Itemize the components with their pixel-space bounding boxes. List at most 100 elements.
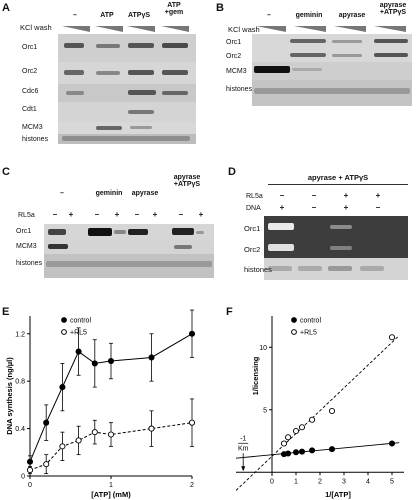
kcl-gradient-wedge: [256, 26, 286, 32]
e-legend-label: +RL5: [70, 330, 87, 337]
panel-d-row-orc2: Orc2: [244, 245, 261, 254]
f-data-point: [285, 450, 292, 457]
f-x-axis-label: 1/[ATP]: [325, 490, 351, 499]
panel-d-header-rule: [268, 184, 408, 185]
f-legend-label: +RL5: [300, 330, 317, 337]
panel-d-rl5a-sign: +: [375, 191, 381, 200]
panel-a-cond-1: –: [73, 12, 77, 19]
kcl-gradient-wedge: [127, 26, 155, 32]
f-legend-label: control: [300, 318, 321, 325]
panel-a-cond-3: ATPγS: [127, 12, 151, 19]
panel-c-rl5a-sign: +: [68, 210, 74, 219]
e-data-point: [26, 467, 34, 474]
panel-d-dna-label: DNA: [246, 205, 261, 212]
e-data-point: [91, 360, 98, 367]
kcl-gradient-wedge: [161, 26, 189, 32]
e-data-point: [148, 425, 155, 432]
panel-c-rl5a-sign: –: [52, 210, 58, 219]
e-data-point: [91, 429, 98, 436]
panel-c-rl5a-sign: –: [134, 210, 140, 219]
panel-c-row-mcm3: MCM3: [16, 243, 37, 250]
f-annotation-numerator: -1: [240, 435, 246, 442]
panel-c-blot: [44, 224, 214, 278]
e-data-point: [75, 437, 82, 444]
e-series-line: [29, 333, 193, 462]
e-x-tick-label: 2: [190, 482, 194, 489]
panel-d-blot: [264, 216, 408, 280]
panel-b-cond-2: geminin: [295, 12, 323, 19]
e-legend-marker: [61, 317, 67, 323]
f-y-axis-label: 1/licensing: [251, 356, 260, 395]
panel-a-cond-2: ATP: [100, 12, 114, 19]
e-y-tick-label: 0.4: [15, 426, 25, 433]
f-data-point: [388, 334, 396, 341]
panel-c-rl5a-sign: –: [178, 210, 184, 219]
f-data-point: [328, 407, 336, 415]
e-x-tick-label: 0: [28, 482, 32, 489]
panel-c-cond-3: apyrase: [131, 190, 159, 197]
e-legend-label: control: [70, 318, 91, 325]
e-y-tick-label: 1.2: [15, 331, 25, 338]
f-legend-marker: [291, 329, 297, 335]
panel-d-letter: D: [228, 166, 236, 178]
panel-a-row-mcm3: MCM3: [22, 124, 43, 131]
f-data-point: [328, 446, 336, 453]
f-data-point: [309, 416, 316, 423]
f-fit-line: [235, 442, 400, 459]
e-data-point: [59, 384, 66, 391]
panel-a-blot: [58, 34, 196, 144]
panel-a-row-cdc6: Cdc6: [22, 88, 39, 95]
f-data-point: [298, 424, 306, 431]
panel-c-cond-1: –: [60, 190, 64, 197]
f-y-tick-label: 5: [263, 407, 267, 414]
panel-d-dna-sign: +: [343, 203, 349, 212]
panel-b-letter: B: [216, 2, 224, 14]
panel-d-header: apyrase + ATPγS: [307, 173, 369, 182]
panel-c-rl5a-label: RL5a: [18, 212, 35, 219]
panel-b-kcl-label: KCl wash: [228, 25, 260, 34]
panel-a-row-histones: histones: [22, 136, 49, 143]
panel-e-letter: E: [2, 306, 10, 318]
f-data-point: [388, 440, 396, 447]
f-data-point: [292, 427, 300, 435]
f-data-point: [309, 447, 316, 454]
panel-b-cond-1: –: [267, 12, 271, 19]
panel-b-row-mcm3: MCM3: [226, 68, 247, 75]
e-data-point: [107, 357, 115, 365]
e-y-tick-label: 0: [21, 474, 25, 481]
f-x-tick-label: 3: [342, 478, 346, 485]
e-data-point: [188, 330, 196, 337]
panel-c-rl5a-sign: +: [152, 210, 158, 219]
e-data-point: [43, 461, 50, 468]
panel-c-letter: C: [2, 166, 10, 178]
f-annotation-arrowhead: [241, 466, 246, 472]
e-x-tick-label: 1: [109, 482, 113, 489]
panel-d-row-histones: histones: [244, 265, 272, 274]
e-data-point: [26, 458, 34, 465]
panel-c-rl5a-sign: +: [198, 210, 204, 219]
kcl-gradient-wedge: [294, 26, 326, 32]
panel-d-rl5a-sign: –: [311, 191, 317, 200]
f-x-tick-label: 5: [390, 478, 394, 485]
kcl-gradient-wedge: [334, 26, 366, 32]
panel-d-dna-sign: –: [375, 203, 381, 212]
panel-d-row-orc1: Orc1: [244, 224, 261, 233]
e-data-point: [75, 348, 82, 355]
kcl-gradient-wedge: [374, 26, 406, 32]
e-legend-marker: [61, 329, 67, 335]
panel-d-rl5a-sign: –: [279, 191, 285, 200]
f-data-point: [298, 448, 306, 455]
panel-d-rl5a-sign: +: [343, 191, 349, 200]
panel-a-row-orc2: Orc2: [22, 68, 38, 75]
f-x-tick-label: 2: [318, 478, 322, 485]
f-data-point: [285, 434, 292, 441]
f-data-point: [292, 449, 300, 456]
panel-d-dna-sign: –: [311, 203, 317, 212]
e-x-axis-label: [ATP] (mM): [91, 490, 131, 499]
f-y-tick-label: 10: [259, 345, 267, 352]
panel-b-row-histones: histones: [226, 86, 253, 93]
panel-f-letter: F: [226, 306, 233, 318]
panel-b-cond-3: apyrase: [338, 12, 366, 19]
